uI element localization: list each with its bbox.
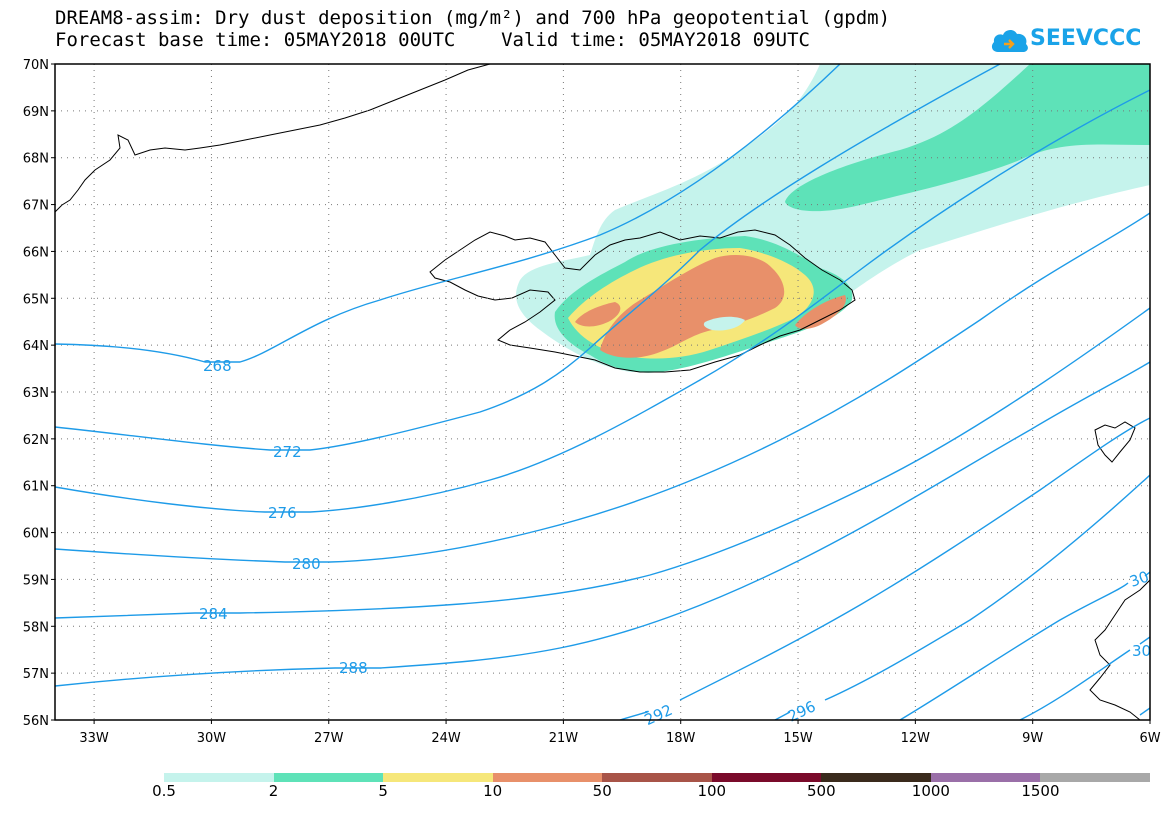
greenland-coast (55, 64, 491, 213)
contour-280 (55, 212, 1150, 563)
contour-label: 284 (199, 605, 228, 623)
contour-label: 296 (785, 697, 819, 725)
dust-level-10-east (795, 295, 846, 329)
colorbar-label: 100 (697, 782, 727, 800)
longitude-labels: 33W 30W 27W 24W 21W 18W 15W 12W 9W 6W (79, 720, 1161, 746)
contour-288 (55, 361, 1150, 687)
colorbar-swatch (383, 773, 493, 782)
contour-304 (1019, 636, 1150, 720)
colorbar-swatch (602, 773, 712, 782)
colorbar-label: 5 (378, 782, 388, 800)
latitude-labels: 70N 69N 68N 67N 66N 65N 64N 63N 62N 61N 60N 59N 58N 5… (23, 58, 55, 729)
contour-label: 292 (642, 701, 676, 729)
map-subtitle: Forecast base time: 05MAY2018 00UTC Vali… (55, 29, 810, 51)
lat-label: 58N (23, 620, 49, 635)
lon-label: 12W (901, 731, 931, 746)
lat-label: 67N (23, 199, 49, 214)
lon-label: 24W (431, 731, 461, 746)
lon-label: 33W (79, 731, 109, 746)
cloud-arrow-icon (991, 29, 1028, 52)
colorbar-swatch (821, 773, 931, 782)
contour-label: 276 (268, 504, 297, 522)
colorbar-label: 50 (592, 782, 612, 800)
coastlines (55, 64, 1150, 720)
colorbar-swatch (930, 773, 1041, 782)
faroe-coast (1094, 421, 1136, 463)
lat-label: 68N (23, 152, 49, 167)
colorbar-swatch (1040, 773, 1150, 782)
contour-304b (1139, 707, 1150, 716)
lat-label: 63N (23, 386, 49, 401)
colorbar-label: 1000 (911, 782, 950, 800)
contour-labels: 268 272 276 280 284 288 292 296 30 30 (199, 357, 1151, 729)
contour-292 (619, 417, 1150, 720)
contour-284 (55, 307, 1150, 619)
map-title: DREAM8-assim: Dry dust deposition (mg/m²… (55, 7, 891, 29)
lon-label: 9W (1022, 731, 1043, 746)
lon-label: 27W (314, 731, 344, 746)
lat-label: 57N (23, 667, 49, 682)
colorbar-label: 1500 (1021, 782, 1060, 800)
lon-label: 6W (1139, 731, 1160, 746)
contour-276 (55, 89, 1150, 513)
grid (55, 64, 1150, 720)
lat-label: 65N (23, 292, 49, 307)
contour-300 (899, 571, 1150, 720)
lat-label: 69N (23, 105, 49, 120)
contour-label: 272 (273, 443, 302, 461)
colorbar-swatch (492, 773, 603, 782)
geopotential-contours (55, 64, 1150, 720)
scotland-coast (1089, 579, 1150, 720)
seevccc-logo: SEEVCCC (990, 20, 1150, 60)
dust-level-10-west (575, 302, 621, 327)
colorbar-swatch (164, 773, 274, 782)
contour-label: 30 (1132, 642, 1151, 660)
dust-shading (516, 64, 1150, 373)
lat-label: 59N (23, 573, 49, 588)
dust-level-2 (785, 64, 1150, 212)
dust-level-5-gap (703, 316, 745, 331)
lat-label: 64N (23, 339, 49, 354)
colorbar-label: 0.5 (152, 782, 176, 800)
colorbar-label: 2 (268, 782, 279, 800)
lat-label: 70N (23, 58, 49, 73)
lon-label: 15W (783, 731, 813, 746)
lat-label: 56N (23, 714, 49, 729)
contour-label: 268 (203, 357, 232, 375)
contour-268 (55, 64, 841, 363)
logo-text: SEEVCCC (1030, 26, 1142, 51)
lat-label: 62N (23, 433, 49, 448)
contour-label: 30 (1127, 567, 1151, 590)
contour-272 (55, 64, 1001, 451)
dust-level-10 (600, 255, 785, 358)
lat-label: 60N (23, 527, 49, 542)
colorbar-swatch (273, 773, 384, 782)
lat-label: 61N (23, 480, 49, 495)
iceland-coast (429, 229, 856, 373)
colorbar-swatch (711, 773, 822, 782)
contour-label: 288 (339, 659, 368, 677)
colorbar-label: 500 (807, 782, 836, 800)
lon-label: 30W (197, 731, 227, 746)
lon-label: 21W (549, 731, 579, 746)
lon-label: 18W (666, 731, 696, 746)
contour-296 (774, 474, 1150, 720)
lat-label: 66N (23, 245, 49, 260)
contour-label: 280 (292, 555, 321, 573)
colorbar-label: 10 (483, 782, 503, 800)
